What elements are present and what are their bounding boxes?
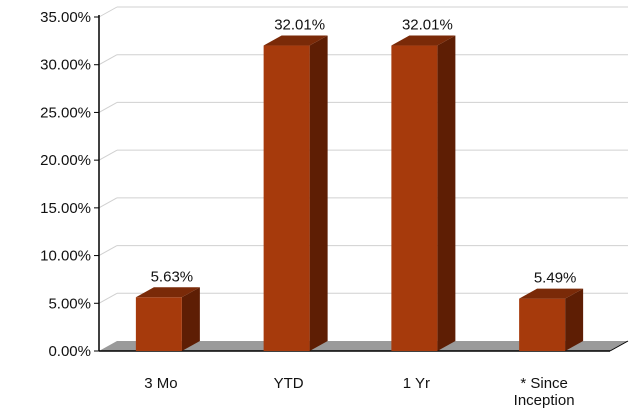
bars (135, 35, 584, 351)
category-label: Inception (514, 392, 575, 409)
y-axis-ticks: 0.00% 5.00% 10.00% 15.00% 20.00% 25.00% 30.00%… (40, 9, 99, 360)
bar-side-face (437, 35, 456, 351)
data-labels: 5.63% 32.01% 32.01% 5.49% (151, 17, 577, 287)
gridline-depth (98, 245, 118, 257)
gridline-depth (98, 54, 118, 66)
data-label: 5.49% (534, 270, 577, 287)
category-label: 1 Yr (403, 375, 430, 392)
bar-front-face (263, 45, 310, 351)
bar-top-face (263, 35, 328, 46)
bar-side-face (309, 35, 328, 351)
y-tick-label: 30.00% (40, 57, 91, 74)
y-tick-label: 15.00% (40, 200, 91, 217)
y-tick-label: 25.00% (40, 104, 91, 121)
gridline-depth (98, 292, 118, 304)
y-tick-label: 10.00% (40, 248, 91, 265)
bar-front-face (519, 298, 566, 351)
bar-top-face (135, 287, 200, 298)
floor-plane (99, 341, 628, 351)
y-tick-label: 5.00% (48, 295, 91, 312)
y-tick-label: 20.00% (40, 152, 91, 169)
y-tick-label: 35.00% (40, 9, 91, 26)
data-label: 5.63% (151, 268, 194, 285)
gridline-depth (98, 149, 118, 161)
y-tick-label: 0.00% (48, 343, 91, 360)
category-label: 3 Mo (144, 375, 177, 392)
data-label: 32.01% (274, 17, 325, 34)
bar (519, 288, 584, 351)
bar-side-face (181, 287, 200, 351)
bar (391, 35, 456, 351)
gridline-depth (98, 101, 118, 113)
gridlines (98, 6, 628, 304)
bar-front-face (135, 297, 182, 351)
bar-top-face (519, 288, 584, 299)
gridline-depth (98, 197, 118, 209)
category-label: * Since (520, 375, 568, 392)
data-label: 32.01% (402, 17, 453, 34)
chart-floor (99, 341, 628, 351)
bar (135, 287, 200, 351)
bar-top-face (391, 35, 456, 46)
bar (263, 35, 328, 351)
category-label: YTD (274, 375, 304, 392)
x-axis-depth-line (609, 340, 629, 352)
bar-front-face (391, 45, 438, 351)
gridline-depth (98, 6, 118, 18)
bar-side-face (565, 288, 584, 351)
